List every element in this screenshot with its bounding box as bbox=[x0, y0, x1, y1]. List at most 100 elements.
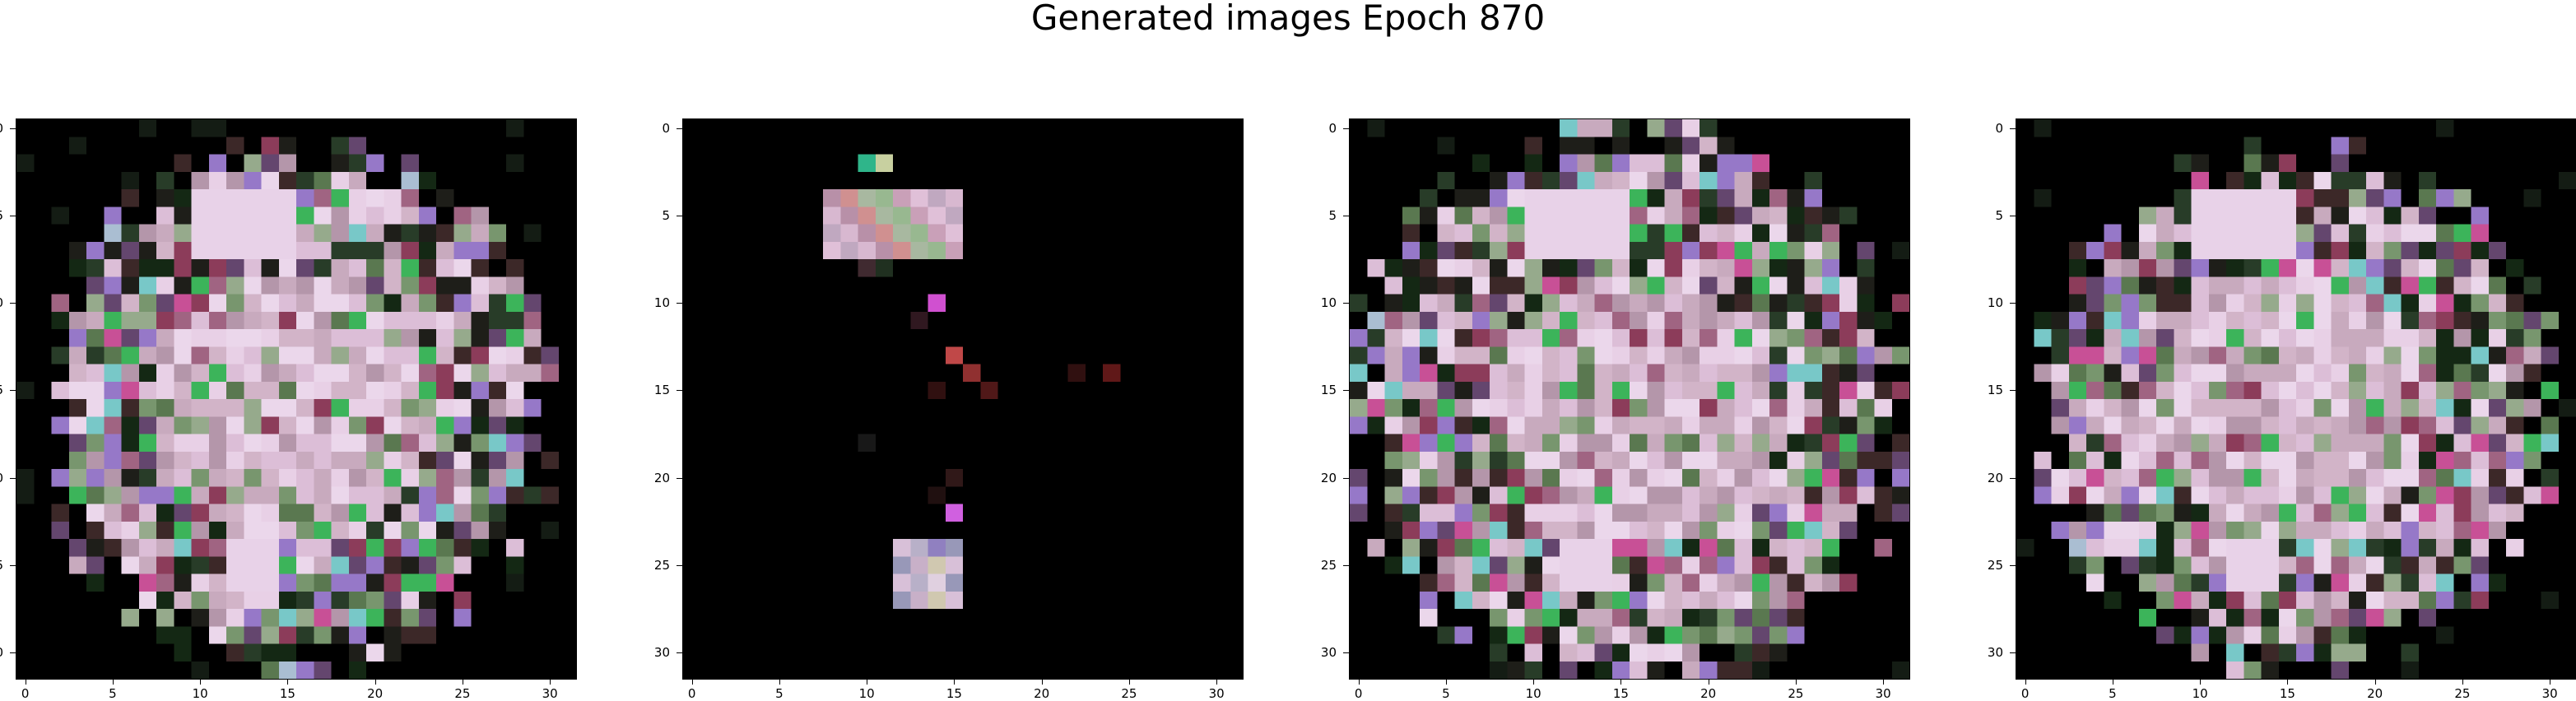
y-tick bbox=[10, 390, 16, 392]
x-tick bbox=[2287, 679, 2289, 685]
x-tick-label: 20 bbox=[1700, 686, 1717, 701]
x-tick bbox=[954, 679, 956, 685]
y-tick bbox=[2010, 128, 2016, 129]
x-tick-label: 0 bbox=[687, 686, 696, 701]
x-tick bbox=[2462, 679, 2463, 685]
x-tick bbox=[1533, 679, 1535, 685]
x-tick-label: 30 bbox=[2541, 686, 2558, 701]
x-tick-label: 5 bbox=[109, 686, 117, 701]
x-tick-label: 25 bbox=[1121, 686, 1137, 701]
y-tick bbox=[677, 564, 682, 566]
y-tick-label: 15 bbox=[0, 383, 3, 397]
x-tick bbox=[2025, 679, 2026, 685]
y-tick-label: 30 bbox=[0, 646, 3, 659]
x-tick bbox=[550, 679, 551, 685]
y-tick bbox=[677, 390, 682, 392]
x-tick bbox=[1216, 679, 1218, 685]
y-tick bbox=[10, 477, 16, 479]
x-tick-label: 0 bbox=[21, 686, 30, 701]
y-tick-label: 20 bbox=[653, 470, 670, 485]
y-tick bbox=[1343, 390, 1349, 392]
y-tick-label: 5 bbox=[1995, 207, 2003, 223]
x-tick bbox=[1445, 679, 1447, 685]
x-tick-label: 30 bbox=[1875, 686, 1891, 701]
x-tick-label: 25 bbox=[454, 686, 471, 701]
y-tick-label: 5 bbox=[0, 209, 3, 222]
y-tick-label: 20 bbox=[0, 471, 3, 485]
generated-image-4 bbox=[2016, 119, 2576, 679]
x-tick bbox=[200, 679, 202, 685]
x-tick-label: 0 bbox=[2020, 686, 2030, 701]
y-tick-label: 0 bbox=[662, 120, 670, 136]
x-tick-label: 15 bbox=[279, 686, 295, 701]
y-tick bbox=[10, 128, 16, 129]
x-tick-label: 20 bbox=[1034, 686, 1050, 701]
y-tick-label: 25 bbox=[1320, 557, 1337, 573]
x-tick bbox=[1358, 679, 1360, 685]
y-tick bbox=[1343, 652, 1349, 654]
y-tick-label: 30 bbox=[653, 645, 670, 661]
x-tick bbox=[2200, 679, 2202, 685]
y-tick bbox=[10, 652, 16, 654]
x-tick bbox=[779, 679, 780, 685]
x-tick bbox=[1795, 679, 1797, 685]
x-tick bbox=[2374, 679, 2376, 685]
x-tick bbox=[1620, 679, 1622, 685]
x-tick-label: 15 bbox=[946, 686, 962, 701]
x-tick bbox=[691, 679, 693, 685]
image-panel-1: 0 5 10 15 20 25 30 0 5 10 15 20 25 30 bbox=[0, 118, 577, 700]
x-tick-label: 20 bbox=[367, 686, 384, 701]
y-tick-label: 0 bbox=[1995, 120, 2003, 136]
y-tick-label: 25 bbox=[653, 557, 670, 573]
x-tick bbox=[374, 679, 376, 685]
y-tick-label: 25 bbox=[1987, 557, 2003, 573]
y-tick-label: 0 bbox=[1328, 120, 1337, 136]
y-tick bbox=[1343, 564, 1349, 566]
x-tick-label: 10 bbox=[1525, 686, 1541, 701]
y-tick bbox=[2010, 303, 2016, 304]
y-tick bbox=[2010, 477, 2016, 479]
x-tick-label: 5 bbox=[2109, 686, 2117, 701]
generated-image-1 bbox=[16, 119, 576, 679]
x-tick-label: 30 bbox=[1208, 686, 1225, 701]
figure-title: Generated images Epoch 870 bbox=[1030, 0, 1546, 38]
image-panel-4: 0 5 10 15 20 25 30 0 5 10 15 20 25 30 bbox=[1988, 118, 2576, 700]
y-tick bbox=[10, 564, 16, 566]
x-tick-label: 30 bbox=[542, 686, 558, 701]
y-tick-label: 5 bbox=[662, 207, 670, 223]
generated-image-3 bbox=[1350, 119, 1909, 679]
y-tick-label: 20 bbox=[1987, 470, 2003, 485]
y-tick bbox=[1343, 303, 1349, 304]
x-tick-label: 20 bbox=[2367, 686, 2383, 701]
y-tick-label: 5 bbox=[1328, 207, 1337, 223]
x-tick bbox=[1883, 679, 1885, 685]
x-tick bbox=[1128, 679, 1130, 685]
y-tick-label: 25 bbox=[0, 559, 3, 572]
y-tick-label: 10 bbox=[1320, 295, 1337, 311]
image-panel-3: 0 5 10 15 20 25 30 0 5 10 15 20 25 30 bbox=[1321, 118, 1910, 700]
y-tick-label: 30 bbox=[1987, 645, 2003, 661]
x-tick-label: 10 bbox=[2192, 686, 2208, 701]
y-tick-label: 10 bbox=[1987, 295, 2003, 311]
y-tick-label: 30 bbox=[1320, 645, 1337, 661]
y-tick-label: 10 bbox=[653, 295, 670, 311]
y-tick bbox=[2010, 390, 2016, 392]
y-tick-label: 15 bbox=[1320, 383, 1337, 398]
y-tick-label: 15 bbox=[653, 383, 670, 398]
y-tick bbox=[677, 303, 682, 304]
image-panel-2: 0 5 10 15 20 25 30 0 5 10 15 20 25 30 bbox=[654, 118, 1244, 700]
x-tick-label: 25 bbox=[1788, 686, 1804, 701]
generated-image-2 bbox=[683, 119, 1243, 679]
y-tick-label: 0 bbox=[0, 122, 3, 135]
x-tick-label: 5 bbox=[1442, 686, 1450, 701]
y-tick bbox=[677, 128, 682, 129]
x-tick bbox=[287, 679, 289, 685]
y-tick-label: 20 bbox=[1320, 470, 1337, 485]
x-tick bbox=[1041, 679, 1043, 685]
x-tick-label: 10 bbox=[192, 686, 208, 701]
y-tick bbox=[677, 652, 682, 654]
x-tick-label: 25 bbox=[2454, 686, 2471, 701]
x-tick-label: 5 bbox=[775, 686, 783, 701]
y-tick-label: 15 bbox=[1987, 383, 2003, 398]
y-tick bbox=[1343, 128, 1349, 129]
